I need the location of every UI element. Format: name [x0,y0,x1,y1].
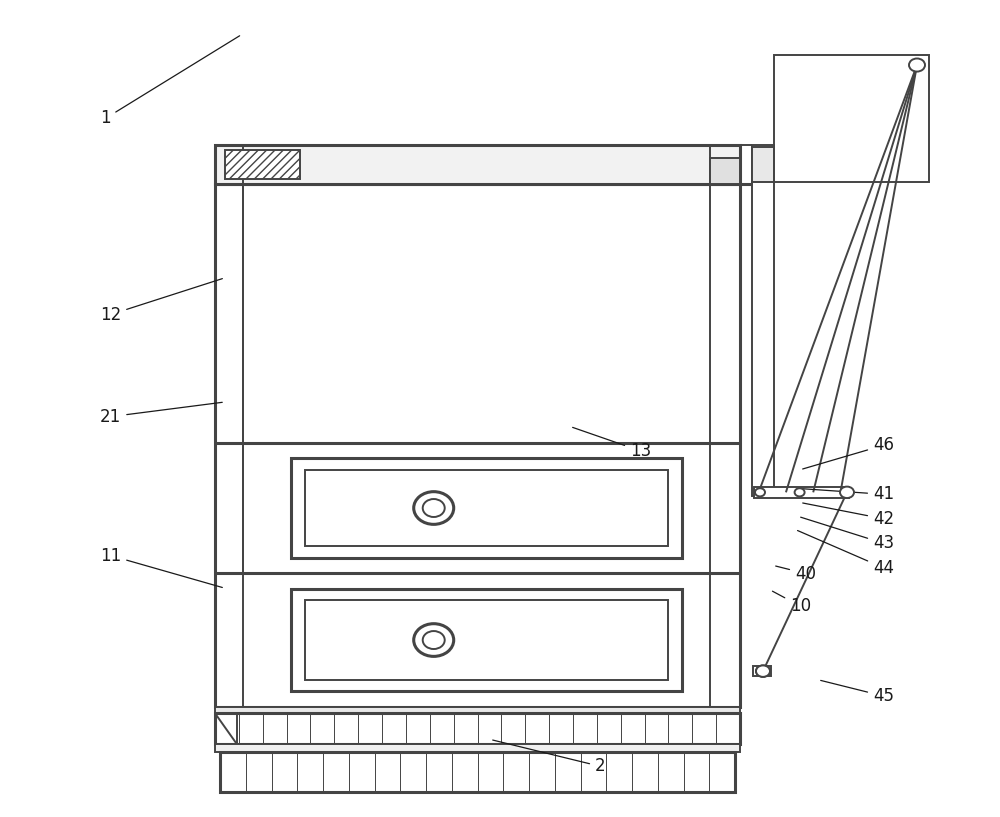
Text: 45: 45 [821,681,894,705]
Circle shape [909,59,925,72]
Circle shape [795,489,805,497]
Bar [215,713,740,744]
Text: 12: 12 [100,279,222,324]
Bar [774,56,929,182]
Bar [752,146,774,182]
Bar [291,458,682,558]
Text: 21: 21 [100,402,222,426]
Bar [710,158,740,184]
Bar [754,487,849,498]
Text: 13: 13 [573,427,651,460]
Text: 11: 11 [100,547,222,587]
Bar [243,184,740,707]
Text: 44: 44 [798,530,894,577]
Bar [225,150,300,179]
Bar [215,184,740,707]
Bar [215,145,740,184]
Bar [752,145,774,497]
Text: 40: 40 [776,565,816,583]
Bar [305,600,668,680]
Bar [215,707,740,713]
Circle shape [756,665,770,676]
Text: 43: 43 [801,517,894,552]
Text: 46: 46 [803,436,894,469]
Text: 2: 2 [493,740,606,775]
Circle shape [414,623,454,656]
Circle shape [840,487,854,498]
Circle shape [423,499,445,517]
Circle shape [414,492,454,525]
Bar [291,589,682,691]
Text: 41: 41 [803,485,894,503]
Text: 10: 10 [772,592,811,615]
Circle shape [756,665,770,676]
Bar [305,470,668,547]
Bar [220,752,735,792]
Circle shape [755,489,765,497]
Text: 42: 42 [803,503,894,528]
Circle shape [423,631,445,649]
Text: 1: 1 [100,36,240,127]
Bar [710,184,740,707]
Bar [215,744,740,752]
Bar [753,666,771,676]
